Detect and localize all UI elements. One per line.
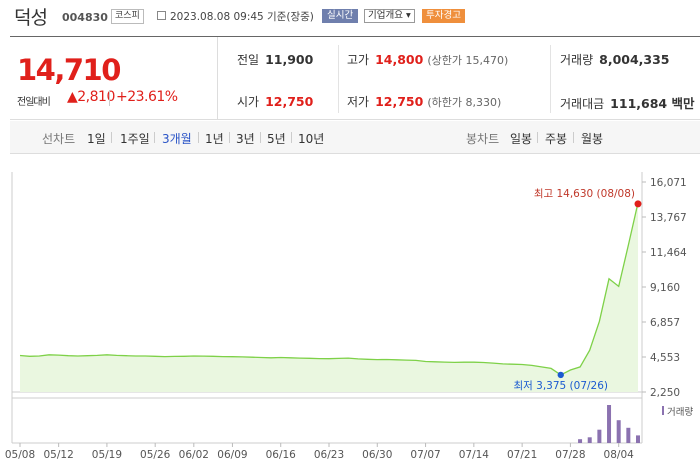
volume-bar — [587, 437, 592, 443]
divider — [291, 132, 292, 143]
volume-bar — [578, 439, 583, 443]
volume-bar — [597, 429, 602, 443]
volume-legend-swatch — [662, 406, 664, 415]
calendar-icon — [157, 11, 166, 20]
volume-bar — [616, 420, 621, 443]
prev-close-value: 11,900 — [265, 52, 314, 67]
divider — [198, 132, 199, 143]
volume-bar — [626, 427, 631, 443]
current-price-box: 14,710 전일대비 ▲2,810 +23.61% — [10, 37, 218, 120]
line-chart-label: 선차트 — [42, 132, 76, 146]
price-area — [20, 202, 638, 392]
quote-date: 2023.08.08 09:45 기준(장중) — [170, 11, 314, 23]
amount-cell: 거래대금 111,684 백만 — [560, 93, 694, 112]
price-summary: 14,710 전일대비 ▲2,810 +23.61% 전일 11,900 고가 14… — [10, 36, 700, 120]
period-1d[interactable]: 1일 — [87, 132, 106, 146]
open-value: 12,750 — [265, 94, 314, 109]
change-percent: +23.61% — [116, 89, 178, 105]
company-info-dropdown[interactable]: 기업개요 ▾ — [364, 9, 415, 23]
stock-code: 004830 — [62, 11, 108, 24]
x-tick-label: 05/12 — [43, 449, 73, 461]
divider — [260, 132, 261, 143]
stock-name: 덕성 — [14, 7, 48, 29]
amount-value: 111,684 백만 — [610, 96, 695, 111]
amount-label: 거래대금 — [560, 97, 605, 111]
low-marker — [557, 371, 564, 379]
prev-close-label: 전일 — [237, 53, 260, 67]
candle-monthly[interactable]: 월봉 — [581, 132, 604, 146]
volume-value: 8,004,335 — [599, 52, 670, 67]
divider — [573, 132, 574, 143]
period-3y[interactable]: 3년 — [236, 132, 255, 146]
upper-limit: (상한가 15,470) — [427, 54, 509, 67]
y-tick-label: 2,250 — [650, 387, 680, 399]
volume-bar — [636, 435, 640, 443]
volume-label: 거래량 — [560, 53, 594, 67]
price-line — [19, 202, 639, 376]
current-price: 14,710 — [17, 53, 121, 87]
high-value: 14,800 — [375, 52, 424, 67]
investment-warning-badge: 투자경고 — [422, 9, 465, 23]
x-tick-label: 07/28 — [555, 449, 585, 461]
y-tick-label: 13,767 — [650, 212, 687, 224]
y-tick-label: 16,071 — [650, 177, 687, 189]
divider — [550, 45, 551, 113]
divider — [154, 132, 155, 143]
volume-cell: 거래량 8,004,335 — [560, 51, 670, 68]
period-5y[interactable]: 5년 — [267, 132, 286, 146]
candle-daily[interactable]: 일봉 — [510, 132, 533, 146]
market-badge: 코스피 — [111, 9, 144, 24]
divider — [338, 45, 339, 113]
volume-legend-label: 거래량 — [667, 406, 693, 418]
period-selector: 선차트 1일 1주일 3개월 1년 3년 5년 10년 봉차트 일봉 주봉 월봉 — [10, 121, 700, 154]
period-3m[interactable]: 3개월 — [162, 132, 192, 146]
y-tick-label: 6,857 — [650, 317, 680, 329]
divider — [537, 132, 538, 143]
x-tick-label: 06/23 — [314, 449, 344, 461]
low-value: 12,750 — [375, 94, 424, 109]
high-marker — [634, 200, 642, 208]
high-label: 최고 14,630 (08/08) — [534, 188, 635, 200]
y-tick-label: 11,464 — [650, 247, 687, 259]
period-1y[interactable]: 1년 — [205, 132, 224, 146]
high-label: 고가 — [347, 53, 370, 67]
x-tick-label: 06/09 — [217, 449, 247, 461]
candle-chart-label: 봉차트 — [466, 132, 500, 146]
divider — [229, 132, 230, 143]
divider — [109, 90, 110, 106]
low-cell: 저가 12,750 (하한가 8,330) — [347, 93, 501, 110]
change-label: 전일대비 — [17, 97, 51, 108]
x-tick-label: 05/08 — [5, 449, 35, 461]
open-cell: 시가 12,750 — [237, 93, 313, 110]
change-value: ▲2,810 — [67, 89, 115, 105]
x-tick-label: 06/16 — [266, 449, 297, 461]
low-label: 저가 — [347, 95, 370, 109]
realtime-button[interactable]: 실시간 — [322, 9, 359, 23]
lower-limit: (하한가 8,330) — [427, 96, 502, 109]
low-label: 최저 3,375 (07/26) — [513, 380, 608, 392]
stock-header: 덕성 004830 코스피 2023.08.08 09:45 기준(장중) 실시… — [0, 0, 700, 34]
x-tick-label: 07/14 — [459, 449, 490, 461]
x-tick-label: 08/04 — [604, 449, 635, 461]
x-tick-label: 05/19 — [92, 449, 122, 461]
y-tick-label: 4,553 — [650, 352, 680, 364]
y-tick-label: 9,160 — [650, 282, 680, 294]
candle-weekly[interactable]: 주봉 — [545, 132, 568, 146]
x-tick-label: 07/21 — [507, 449, 537, 461]
x-tick-label: 06/30 — [362, 449, 392, 461]
period-10y[interactable]: 10년 — [298, 132, 325, 146]
period-1w[interactable]: 1주일 — [120, 132, 150, 146]
x-tick-label: 06/02 — [179, 449, 209, 461]
x-tick-label: 07/07 — [410, 449, 440, 461]
x-tick-label: 05/26 — [140, 449, 171, 461]
high-cell: 고가 14,800 (상한가 15,470) — [347, 51, 508, 68]
open-label: 시가 — [237, 95, 260, 109]
divider — [111, 132, 112, 143]
prev-close-cell: 전일 11,900 — [237, 51, 313, 68]
volume-bar — [607, 405, 612, 443]
